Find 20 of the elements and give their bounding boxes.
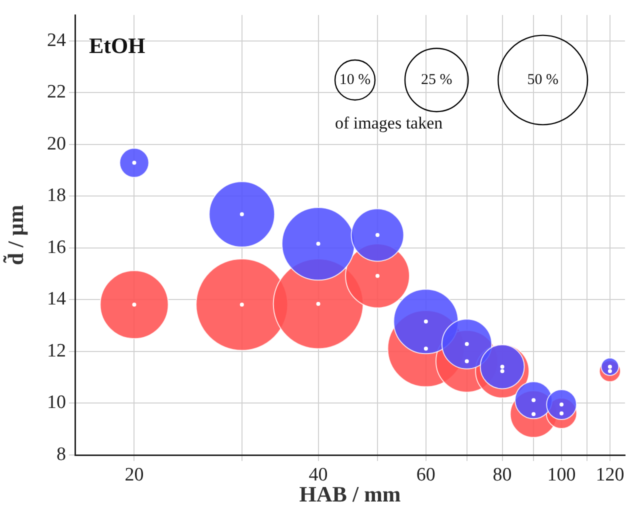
y-tick-label: 22 [47,82,66,103]
legend-label: 50 % [527,72,558,88]
y-tick-label: 14 [47,288,66,310]
x-tick-label: 120 [596,464,624,486]
x-tick-label: 80 [492,464,512,486]
x-tick-label: 60 [416,464,436,486]
y-tick-label: 8 [56,444,66,465]
y-tick-label: 20 [47,133,66,154]
text: EtOH [89,33,146,58]
legend-label: 10 % [339,72,371,88]
y-tick-label: 16 [47,236,66,258]
y-tick-label: 10 [47,392,66,414]
y-tick-label: 12 [47,340,66,362]
annotation: of images taken [335,113,444,132]
legend-label: 25 % [420,72,452,88]
y-tick-label: 18 [47,185,66,206]
y-tick-label: 24 [47,30,66,51]
x-tick-label: 100 [547,464,576,486]
x-tick-label: 20 [124,464,144,486]
y-axis-title: d̃ / µm [2,204,28,266]
